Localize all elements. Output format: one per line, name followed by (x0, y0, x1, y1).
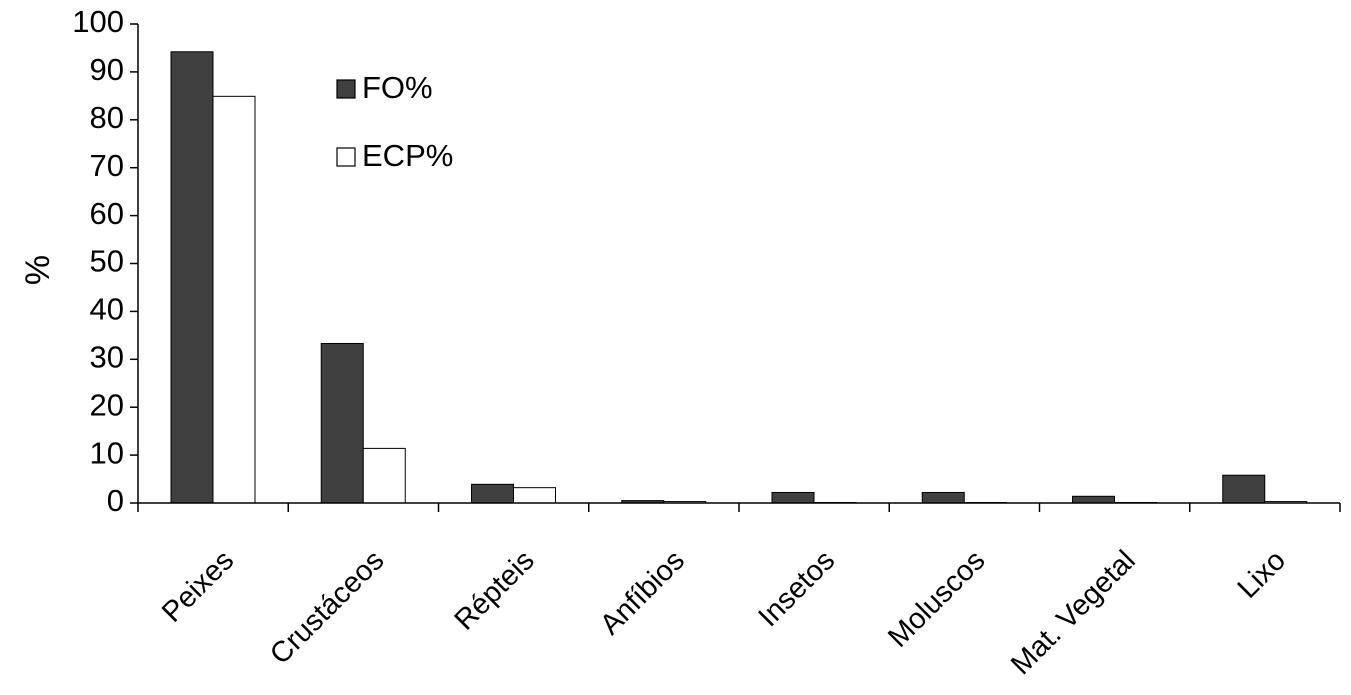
bar-ecp-2 (513, 487, 556, 504)
y-tick-label: 90 (90, 52, 124, 87)
bar-fo-2 (471, 483, 514, 504)
x-tick-label: Mat. Vegetal (1005, 544, 1142, 681)
y-axis: 0 10 20 30 40 50 60 70 80 90 100 (72, 4, 138, 518)
legend-label-fo: FO% (362, 70, 433, 105)
bar-fo-6 (1072, 495, 1115, 504)
y-tick-label: 100 (72, 4, 124, 39)
x-tick-label: Insetos (752, 544, 841, 633)
y-tick-label: 0 (107, 483, 124, 518)
x-tick-label: Anfíbios (594, 544, 691, 641)
bar-fo-1 (320, 342, 364, 504)
bars (170, 51, 1308, 504)
legend: FO% ECP% (336, 70, 453, 173)
bar-ecp-0 (212, 95, 256, 504)
y-tick-label: 70 (90, 148, 124, 183)
bar-fo-5 (921, 491, 965, 504)
y-tick-label: 60 (90, 196, 124, 231)
y-tick-label: 20 (90, 387, 124, 422)
x-tick-label: Crustáceos (264, 544, 390, 670)
x-tick-label: Moluscos (882, 544, 991, 653)
legend-swatch-fo (336, 79, 356, 99)
x-axis-labels: Peixes Crustáceos Répteis Anfíbios Insetos Mo… (156, 544, 1292, 681)
legend-label-ecp: ECP% (362, 138, 453, 173)
legend-swatch-ecp (336, 147, 356, 167)
bar-fo-0 (170, 51, 214, 504)
x-tick-label: Lixo (1232, 544, 1292, 604)
bar-fo-7 (1222, 474, 1266, 504)
y-axis-title: % (19, 255, 57, 285)
y-tick-label: 80 (90, 100, 124, 135)
x-tick-label: Peixes (156, 544, 240, 628)
y-tick-label: 50 (90, 244, 124, 279)
x-tick-label: Répteis (449, 544, 541, 636)
y-tick-label: 30 (90, 339, 124, 374)
bar-fo-4 (771, 491, 815, 504)
axes (137, 24, 1341, 512)
y-tick-label: 40 (90, 292, 124, 327)
y-tick-label: 10 (90, 435, 124, 470)
bar-ecp-1 (362, 447, 406, 504)
